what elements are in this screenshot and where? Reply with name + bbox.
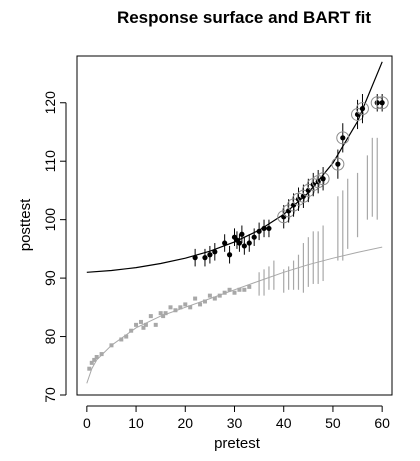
control-point xyxy=(158,311,163,316)
treated-point xyxy=(379,100,385,106)
treated-point xyxy=(256,228,262,234)
control-point xyxy=(193,296,198,301)
x-tick-label: 0 xyxy=(83,415,91,431)
control-point xyxy=(242,287,247,292)
control-point xyxy=(168,305,173,310)
plot-frame xyxy=(76,55,393,396)
control-point xyxy=(153,322,158,327)
x-tick-label: 20 xyxy=(177,415,193,431)
treated-point xyxy=(246,240,252,246)
control-point xyxy=(183,302,188,307)
y-tick-label: 80 xyxy=(42,329,58,345)
control-point xyxy=(119,337,124,342)
control-intervals xyxy=(258,137,378,296)
control-point xyxy=(178,305,183,310)
y-tick-label: 120 xyxy=(42,91,58,115)
x-axis-label: pretest xyxy=(214,435,261,452)
y-tick-label: 110 xyxy=(42,150,58,173)
y-tick-label: 70 xyxy=(42,387,58,403)
treated-point-circle xyxy=(355,102,369,116)
y-tick-label: 100 xyxy=(42,208,58,232)
control-point xyxy=(143,322,148,327)
control-point xyxy=(92,357,97,362)
control-point xyxy=(161,314,166,319)
treated-point xyxy=(202,255,208,261)
treated-point xyxy=(266,225,272,232)
x-tick-label: 40 xyxy=(276,415,292,431)
treated-point xyxy=(374,100,380,106)
y-axis-label: posttest xyxy=(17,198,34,251)
x-tick-label: 10 xyxy=(128,415,144,431)
treated-point xyxy=(335,161,341,167)
y-tick-label: 90 xyxy=(42,270,58,286)
x-tick-label: 30 xyxy=(227,415,243,431)
treated-points xyxy=(192,93,389,267)
control-point xyxy=(94,355,99,360)
treated-point xyxy=(251,234,257,240)
y-axis: 70 80 90 100 110 120 xyxy=(42,91,67,403)
control-point xyxy=(222,290,227,295)
control-point xyxy=(207,293,212,298)
control-points xyxy=(87,284,252,371)
treated-point-circle xyxy=(375,96,389,110)
control-point xyxy=(198,302,203,307)
control-point xyxy=(87,366,92,371)
treated-point xyxy=(207,252,213,258)
control-point xyxy=(247,284,252,289)
control-point xyxy=(232,290,237,295)
control-point xyxy=(173,308,178,313)
treated-point xyxy=(212,249,218,255)
x-axis: 0 10 20 30 40 50 60 xyxy=(83,405,390,431)
control-point xyxy=(134,322,139,327)
control-point xyxy=(148,314,153,319)
control-point xyxy=(129,328,134,333)
treated-point xyxy=(359,106,366,112)
control-point xyxy=(141,325,146,330)
treated-point xyxy=(340,135,346,141)
x-tick-label: 60 xyxy=(374,415,390,431)
treated-point xyxy=(261,225,267,232)
treated-point xyxy=(236,240,243,246)
control-point xyxy=(212,296,217,301)
control-point xyxy=(99,352,104,357)
control-point xyxy=(163,311,168,316)
treated-point-circle xyxy=(331,157,345,171)
control-point xyxy=(237,287,242,292)
treated-point xyxy=(241,243,247,249)
treated-point xyxy=(222,240,228,246)
control-point xyxy=(124,334,129,339)
control-point xyxy=(202,299,207,304)
control-point xyxy=(188,305,193,310)
control-response-curve xyxy=(86,246,383,384)
control-point xyxy=(138,319,143,324)
treated-point-circle xyxy=(336,131,350,145)
x-tick-label: 50 xyxy=(325,415,341,431)
treated-point xyxy=(192,255,198,261)
treated-point xyxy=(320,176,326,182)
control-point xyxy=(217,293,222,298)
treated-point-circle xyxy=(316,172,330,186)
treated-point xyxy=(226,252,233,258)
chart-title: Response surface and BART fit xyxy=(117,8,371,27)
treated-point xyxy=(239,231,245,237)
control-point xyxy=(89,360,94,365)
control-point xyxy=(227,287,232,292)
